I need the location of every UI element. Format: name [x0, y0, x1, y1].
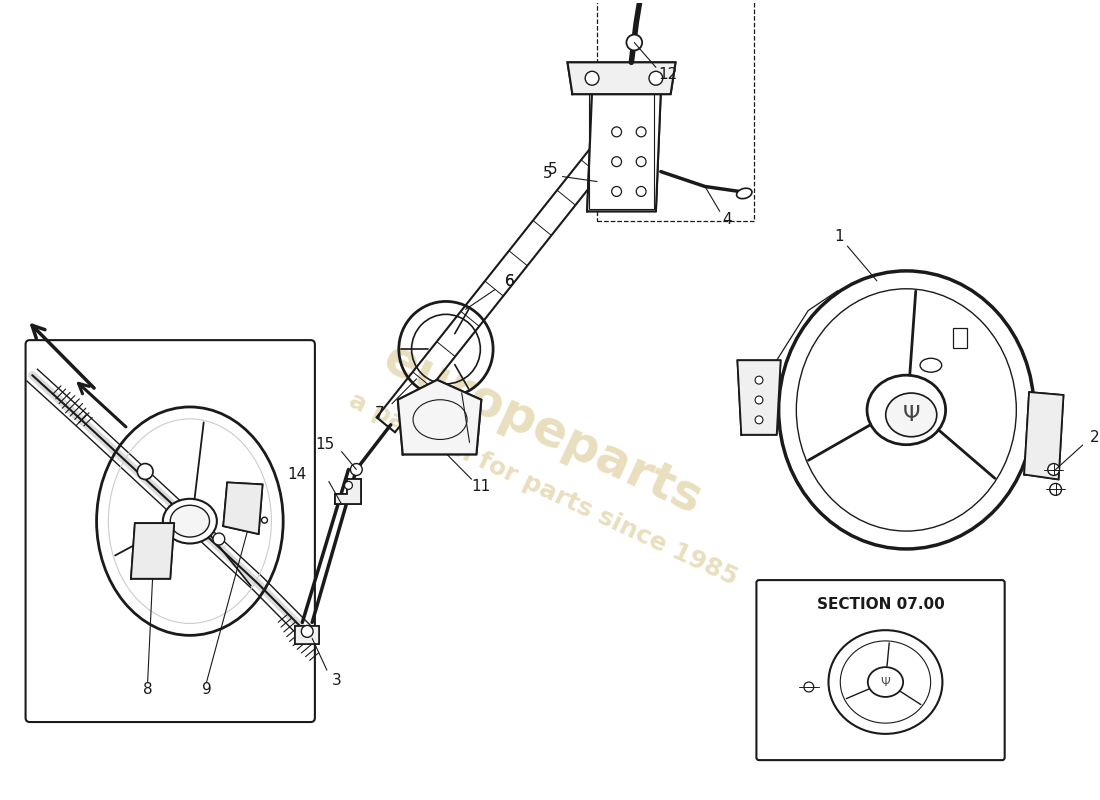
Ellipse shape [868, 667, 903, 697]
Circle shape [755, 376, 763, 384]
Text: 15: 15 [316, 437, 334, 452]
Text: 4: 4 [722, 212, 732, 226]
Ellipse shape [163, 499, 217, 543]
Text: 9: 9 [201, 682, 211, 698]
Circle shape [636, 127, 646, 137]
FancyBboxPatch shape [25, 340, 315, 722]
Circle shape [1049, 483, 1061, 495]
Bar [954, 329, 967, 348]
Circle shape [612, 157, 621, 166]
Circle shape [636, 157, 646, 166]
Circle shape [351, 463, 362, 475]
Ellipse shape [886, 393, 937, 437]
Text: 11: 11 [472, 478, 491, 494]
Polygon shape [1024, 392, 1064, 479]
Circle shape [138, 463, 153, 479]
Text: 1: 1 [835, 229, 845, 244]
Text: 5: 5 [548, 162, 558, 177]
Circle shape [213, 533, 224, 545]
Text: 8: 8 [143, 682, 153, 698]
Polygon shape [131, 523, 174, 578]
Text: a passion for parts since 1985: a passion for parts since 1985 [344, 389, 741, 590]
Ellipse shape [920, 358, 942, 372]
Polygon shape [587, 92, 661, 211]
Text: SECTION 07.00: SECTION 07.00 [816, 597, 945, 612]
Circle shape [755, 416, 763, 424]
Text: 14: 14 [288, 467, 307, 482]
Text: 12: 12 [658, 66, 678, 82]
FancyBboxPatch shape [757, 580, 1004, 760]
Circle shape [804, 682, 814, 692]
Polygon shape [223, 482, 263, 534]
Ellipse shape [737, 188, 752, 198]
Polygon shape [334, 479, 361, 504]
Circle shape [649, 71, 663, 86]
Circle shape [612, 127, 621, 137]
Text: 3: 3 [332, 673, 342, 687]
Polygon shape [568, 62, 675, 94]
Polygon shape [737, 360, 781, 434]
Text: Ψ: Ψ [902, 405, 920, 425]
Ellipse shape [170, 506, 209, 537]
Polygon shape [296, 626, 319, 644]
Text: 2: 2 [1090, 430, 1100, 446]
Circle shape [1048, 463, 1059, 475]
Text: 5: 5 [543, 166, 552, 181]
Circle shape [636, 186, 646, 197]
Circle shape [612, 186, 621, 197]
Circle shape [262, 517, 267, 523]
Circle shape [755, 396, 763, 404]
Circle shape [301, 626, 314, 638]
Circle shape [626, 34, 642, 50]
Bar [590, 94, 653, 210]
Ellipse shape [867, 375, 946, 445]
Text: europeparts: europeparts [376, 335, 710, 525]
Text: 6: 6 [505, 274, 515, 289]
Text: 7: 7 [374, 406, 384, 421]
Text: Ψ: Ψ [880, 675, 890, 689]
Circle shape [585, 71, 598, 86]
Circle shape [344, 482, 352, 490]
Polygon shape [398, 380, 482, 454]
Text: 6: 6 [505, 274, 515, 289]
